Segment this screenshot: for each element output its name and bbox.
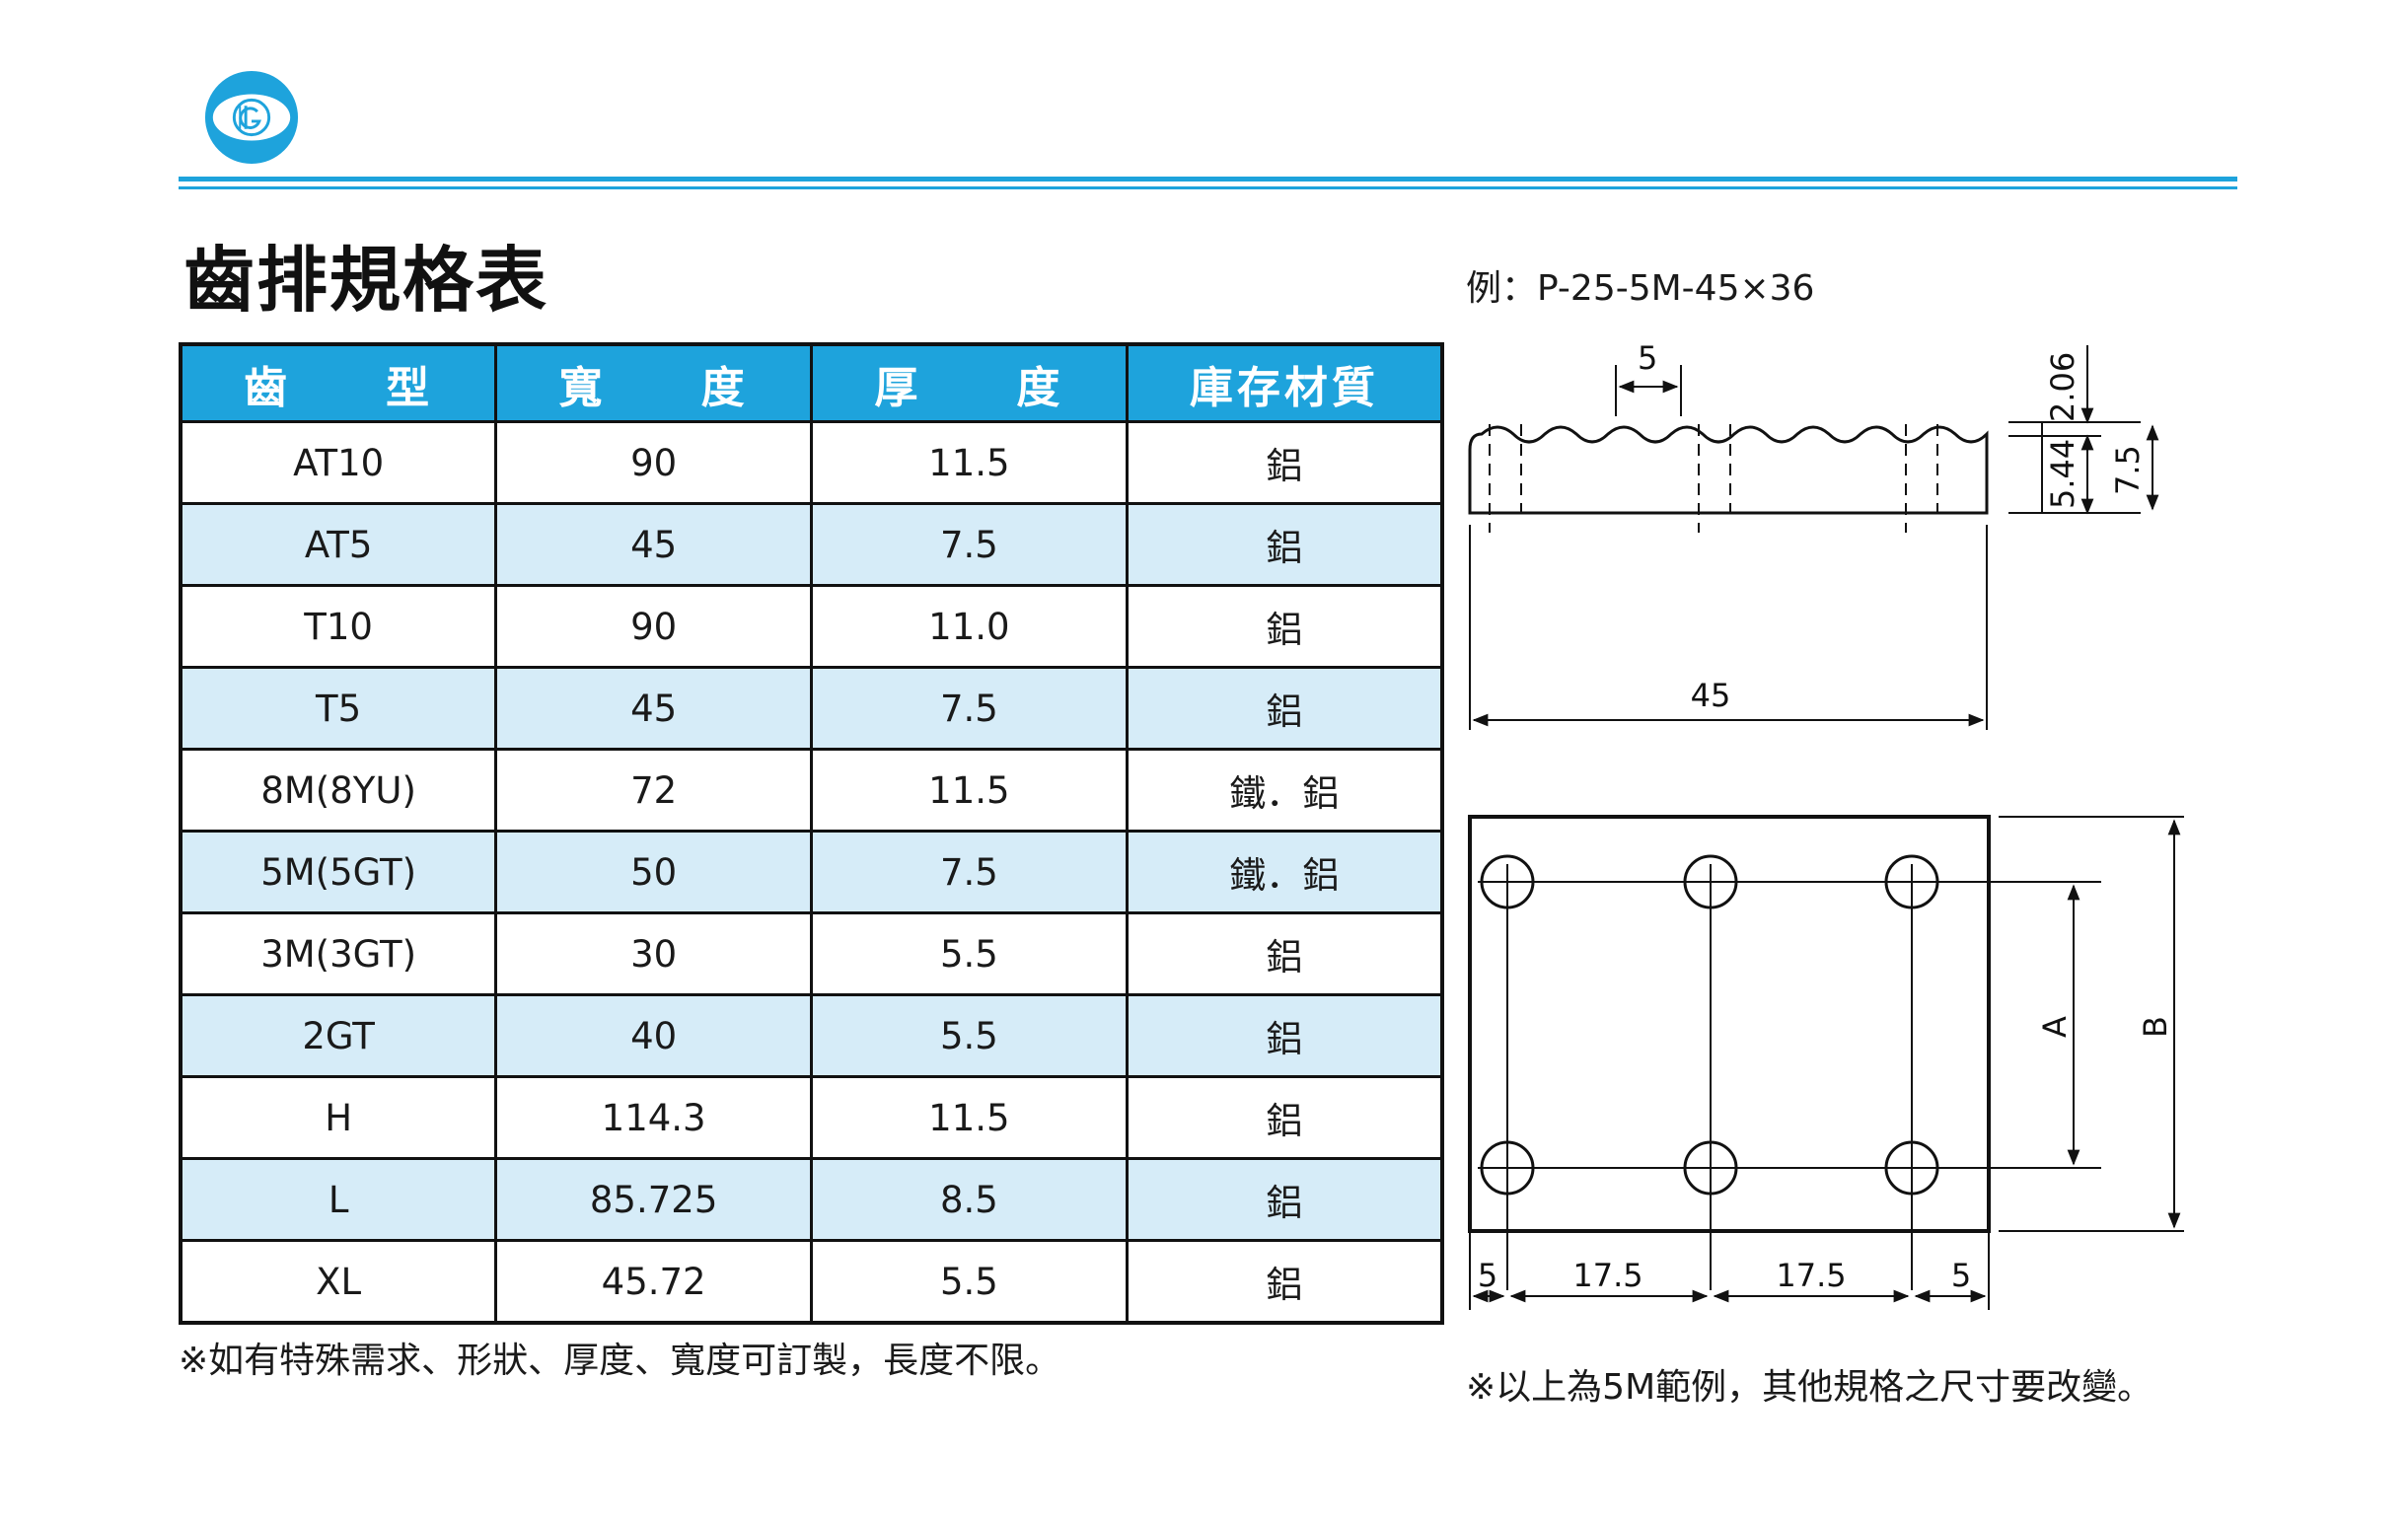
header-tooth-type: 齒 型 [179, 342, 498, 423]
cell-thickness: 7.5 [810, 666, 1129, 751]
dim-base: 5.44 [2044, 439, 2081, 509]
cell-material: 鋁 [1125, 1239, 1444, 1325]
cell-material: 鋁 [1125, 420, 1444, 505]
cell-thickness: 11.5 [810, 748, 1129, 833]
cell-thickness: 11.5 [810, 420, 1129, 505]
cell-tooth-type: L [179, 1157, 498, 1242]
cell-thickness: 5.5 [810, 993, 1129, 1078]
page-title: 齒排規格表 [183, 239, 549, 322]
cell-material: 鋁 [1125, 1075, 1444, 1160]
cell-width: 85.725 [494, 1157, 813, 1242]
example-scope-note: ※以上為5M範例，其他規格之尺寸要改變。 [1466, 1367, 2153, 1408]
header-material: 庫存材質 [1125, 342, 1444, 423]
cell-width: 45 [494, 666, 813, 751]
table-row: 2GT 40 5.5 鋁 [179, 993, 1444, 1078]
cell-material: 鐵．鋁 [1125, 830, 1444, 914]
dim-edge-right: 5 [1951, 1257, 1971, 1294]
cell-thickness: 8.5 [810, 1157, 1129, 1242]
dim-pitch: 5 [1638, 339, 1657, 377]
cell-material: 鋁 [1125, 911, 1444, 996]
company-logo [204, 70, 299, 165]
cell-tooth-type: T10 [179, 584, 498, 669]
dim-b: B [2137, 1016, 2174, 1038]
dim-spacing-2: 17.5 [1776, 1257, 1846, 1294]
spec-table: 齒 型 寬 度 厚 度 庫存材質 AT10 90 11.5 鋁 AT5 45 7… [179, 342, 1444, 1325]
cell-material: 鋁 [1125, 584, 1444, 669]
cell-width: 90 [494, 420, 813, 505]
cell-material: 鐵．鋁 [1125, 748, 1444, 833]
table-row: L 85.725 8.5 鋁 [179, 1157, 1444, 1242]
cell-thickness: 11.0 [810, 584, 1129, 669]
header-thickness: 厚 度 [810, 342, 1129, 423]
spec-table-area: 齒 型 寬 度 厚 度 庫存材質 AT10 90 11.5 鋁 AT5 45 7… [179, 342, 1444, 1325]
cell-material: 鋁 [1125, 502, 1444, 587]
custom-order-note: ※如有特殊需求、形狀、厚度、寬度可訂製，長度不限。 [179, 1341, 1061, 1381]
cell-material: 鋁 [1125, 666, 1444, 751]
cell-width: 90 [494, 584, 813, 669]
rack-drawing: 5 2.06 5.44 7.5 45 A B 5 17.5 17.5 5 [1468, 339, 2184, 1310]
table-row: 3M(3GT) 30 5.5 鋁 [179, 911, 1444, 996]
rack-profile [1468, 425, 1989, 515]
cell-tooth-type: T5 [179, 666, 498, 751]
cell-width: 30 [494, 911, 813, 996]
cell-tooth-type: H [179, 1075, 498, 1160]
cell-tooth-type: 3M(3GT) [179, 911, 498, 996]
table-row: H 114.3 11.5 鋁 [179, 1075, 1444, 1160]
cell-thickness: 5.5 [810, 1239, 1129, 1325]
cell-thickness: 7.5 [810, 830, 1129, 914]
cell-thickness: 7.5 [810, 502, 1129, 587]
table-row: 5M(5GT) 50 7.5 鐵．鋁 [179, 830, 1444, 914]
table-row: AT5 45 7.5 鋁 [179, 502, 1444, 587]
dim-spacing-1: 17.5 [1572, 1257, 1642, 1294]
cell-width: 50 [494, 830, 813, 914]
dim-width: 45 [1691, 677, 1731, 714]
table-row: T10 90 11.0 鋁 [179, 584, 1444, 669]
cell-material: 鋁 [1125, 993, 1444, 1078]
table-row: 8M(8YU) 72 11.5 鐵．鋁 [179, 748, 1444, 833]
cell-width: 40 [494, 993, 813, 1078]
cell-thickness: 11.5 [810, 1075, 1129, 1160]
header-rule-thin [179, 186, 2237, 189]
table-row: XL 45.72 5.5 鋁 [179, 1239, 1444, 1325]
cell-thickness: 5.5 [810, 911, 1129, 996]
cell-material: 鋁 [1125, 1157, 1444, 1242]
cell-width: 72 [494, 748, 813, 833]
cell-width: 114.3 [494, 1075, 813, 1160]
dim-edge-left: 5 [1478, 1257, 1497, 1294]
dim-thickness: 7.5 [2109, 445, 2147, 495]
cell-tooth-type: 2GT [179, 993, 498, 1078]
cell-tooth-type: 5M(5GT) [179, 830, 498, 914]
example-part-number: 例：P-25-5M-45×36 [1466, 268, 1815, 309]
cell-width: 45.72 [494, 1239, 813, 1325]
cell-width: 45 [494, 502, 813, 587]
table-row: AT10 90 11.5 鋁 [179, 420, 1444, 505]
dim-a: A [2036, 1016, 2074, 1038]
header-width: 寬 度 [494, 342, 813, 423]
dim-tooth-depth: 2.06 [2044, 352, 2081, 422]
plate-top-view [1468, 815, 1991, 1233]
table-header-row: 齒 型 寬 度 厚 度 庫存材質 [179, 342, 1444, 423]
cell-tooth-type: AT10 [179, 420, 498, 505]
cell-tooth-type: XL [179, 1239, 498, 1325]
header-rule [179, 177, 2237, 181]
table-row: T5 45 7.5 鋁 [179, 666, 1444, 751]
cell-tooth-type: AT5 [179, 502, 498, 587]
cell-tooth-type: 8M(8YU) [179, 748, 498, 833]
